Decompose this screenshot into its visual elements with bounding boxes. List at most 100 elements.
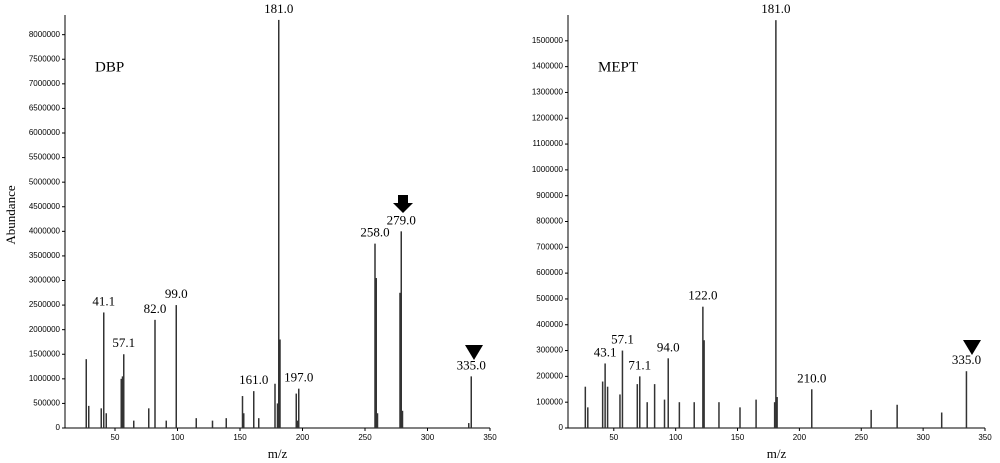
y-tick-label: 1100000 xyxy=(532,139,563,148)
peak xyxy=(279,339,281,428)
peak xyxy=(965,371,968,428)
peak xyxy=(639,376,641,428)
peak xyxy=(123,354,125,428)
chart-title: MEPT xyxy=(598,59,638,75)
peak xyxy=(606,386,609,428)
y-tick-label: 7500000 xyxy=(29,54,61,63)
peak xyxy=(105,413,107,428)
peak xyxy=(165,420,167,428)
y-tick-label: 3500000 xyxy=(29,251,61,260)
peak xyxy=(154,319,156,428)
x-axis-title: m/z xyxy=(767,446,787,461)
peak xyxy=(243,413,245,428)
peak-label: 197.0 xyxy=(284,370,313,385)
peak xyxy=(811,389,813,428)
peak xyxy=(278,19,280,429)
peak-label: 210.0 xyxy=(797,370,826,385)
peak xyxy=(940,412,943,428)
chart-title: DBP xyxy=(95,59,124,75)
x-tick-label: 100 xyxy=(171,433,185,442)
peak xyxy=(621,350,624,428)
peak xyxy=(298,388,300,428)
peak xyxy=(896,404,898,428)
x-tick-label: 350 xyxy=(483,433,497,442)
y-tick-label: 0 xyxy=(559,423,564,432)
peak xyxy=(241,396,244,428)
arrow-marker xyxy=(393,195,413,213)
peak-label: 99.0 xyxy=(165,286,188,301)
y-tick-label: 900000 xyxy=(536,191,563,200)
peak xyxy=(295,393,297,428)
peak-label: 279.0 xyxy=(387,212,416,227)
peak xyxy=(775,20,777,428)
peak xyxy=(376,413,379,428)
y-tick-label: 2500000 xyxy=(29,300,61,309)
peak xyxy=(468,423,470,428)
peak xyxy=(739,407,741,428)
y-tick-label: 800000 xyxy=(536,217,563,226)
peak xyxy=(225,418,227,428)
peak-label: 82.0 xyxy=(144,301,167,316)
peak xyxy=(400,231,402,428)
peak xyxy=(718,402,720,428)
peak xyxy=(401,410,404,428)
peak xyxy=(646,402,648,428)
peak xyxy=(636,384,639,428)
triangle-marker xyxy=(465,345,483,360)
x-tick-label: 300 xyxy=(421,433,435,442)
peak xyxy=(133,420,135,428)
peak xyxy=(703,340,705,428)
y-tick-label: 200000 xyxy=(536,371,563,380)
peak-label: 258.0 xyxy=(360,225,389,240)
peak xyxy=(870,409,872,428)
x-axis-title: m/z xyxy=(268,446,288,461)
y-tick-label: 1400000 xyxy=(532,62,564,71)
peak xyxy=(211,420,214,428)
x-tick-label: 100 xyxy=(669,433,683,442)
peak xyxy=(755,399,757,428)
y-tick-label: 500000 xyxy=(33,399,60,408)
y-tick-label: 1200000 xyxy=(532,113,564,122)
y-tick-label: 400000 xyxy=(536,320,563,329)
peak xyxy=(604,363,606,428)
y-tick-label: 100000 xyxy=(536,397,563,406)
peak xyxy=(148,408,150,428)
peak-label: 41.1 xyxy=(92,293,115,308)
y-tick-label: 1300000 xyxy=(532,88,564,97)
peak-label: 181.0 xyxy=(761,1,790,16)
peak-label: 335.0 xyxy=(457,357,486,372)
x-tick-label: 50 xyxy=(609,433,618,442)
peak xyxy=(587,407,589,428)
peak xyxy=(175,305,177,428)
peak xyxy=(100,408,102,428)
x-tick-label: 300 xyxy=(916,433,930,442)
x-tick-label: 150 xyxy=(233,433,247,442)
y-tick-label: 8000000 xyxy=(29,30,61,39)
peak xyxy=(470,376,472,428)
peak xyxy=(296,420,299,428)
peak xyxy=(702,306,704,428)
y-tick-label: 7000000 xyxy=(29,79,61,88)
x-tick-label: 200 xyxy=(793,433,807,442)
peak-label: 57.1 xyxy=(112,335,135,350)
peak-label: 71.1 xyxy=(628,357,651,372)
peak xyxy=(88,405,90,428)
y-tick-label: 5500000 xyxy=(29,153,61,162)
y-tick-label: 1500000 xyxy=(29,349,61,358)
peak-label: 57.1 xyxy=(611,332,634,347)
y-tick-label: 300000 xyxy=(536,346,563,355)
peak xyxy=(258,418,260,428)
y-tick-label: 4500000 xyxy=(29,202,61,211)
x-tick-label: 250 xyxy=(358,433,372,442)
peak xyxy=(584,386,587,428)
y-tick-label: 600000 xyxy=(536,268,563,277)
peak xyxy=(619,394,621,428)
y-tick-label: 2000000 xyxy=(29,325,61,334)
peak xyxy=(399,292,401,428)
peak xyxy=(103,312,105,428)
y-tick-label: 5000000 xyxy=(29,177,61,186)
peak xyxy=(663,399,666,428)
peak xyxy=(375,278,377,428)
x-tick-label: 150 xyxy=(731,433,745,442)
